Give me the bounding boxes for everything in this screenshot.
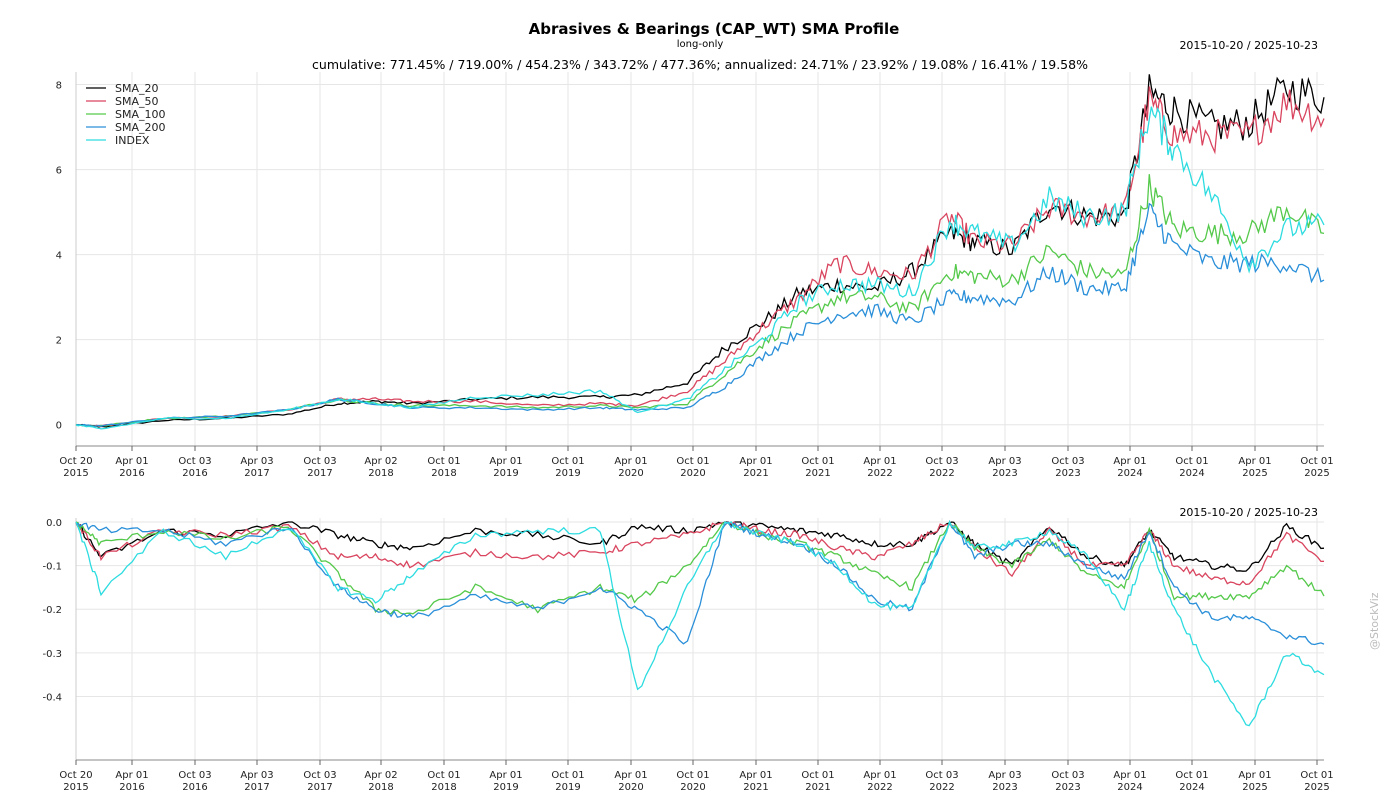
x-tick-label: Oct 01 2021 <box>801 770 834 793</box>
x-tick-label: Oct 03 2016 <box>178 770 211 793</box>
legend-entry: INDEX <box>115 134 150 147</box>
x-tick-label: Oct 03 2023 <box>1051 456 1084 479</box>
performance-stats: cumulative: 771.45% / 719.00% / 454.23% … <box>312 57 1088 72</box>
series-line-sma-100 <box>75 174 1325 427</box>
x-tick-label: Apr 03 2023 <box>988 456 1021 479</box>
x-tick-label: Oct 03 2023 <box>1051 770 1084 793</box>
x-tick-label: Apr 01 2025 <box>1238 456 1271 479</box>
x-tick-label: Oct 01 2018 <box>427 456 460 479</box>
y-tick-label: 4 <box>56 251 62 262</box>
y-tick-label: -0.1 <box>42 562 62 573</box>
y-tick-label: -0.2 <box>42 605 62 616</box>
x-tick-label: Apr 01 2021 <box>739 456 772 479</box>
y-tick-label: -0.4 <box>42 692 62 703</box>
cumulative-returns-plot: 0 2 4 6 8 Oct 20 2015 Apr 01 2016 Oct 03 2016 Apr 0… <box>56 72 1334 479</box>
series-line-sma-100 <box>75 520 1325 615</box>
x-tick-label: Apr 01 2020 <box>614 770 647 793</box>
x-tick-label: Apr 03 2017 <box>240 456 273 479</box>
series-line-sma-50 <box>75 86 1325 428</box>
date-range-bottom: 2015-10-20 / 2025-10-23 <box>1179 506 1318 519</box>
x-tick-label: Apr 01 2021 <box>739 770 772 793</box>
legend-entry: SMA_20 <box>115 82 159 95</box>
series-line-index <box>75 106 1325 430</box>
y-tick-label: 0.0 <box>46 518 62 529</box>
x-tick-label: Apr 01 2022 <box>863 770 896 793</box>
chart-title: Abrasives & Bearings (CAP_WT) SMA Profil… <box>528 20 900 38</box>
x-tick-label: Apr 01 2024 <box>1113 456 1146 479</box>
series-line-sma-200 <box>75 520 1325 646</box>
x-tick-label: Apr 01 2019 <box>489 770 522 793</box>
x-tick-label: Apr 01 2024 <box>1113 770 1146 793</box>
x-tick-label: Oct 03 2017 <box>303 456 336 479</box>
x-tick-label: Apr 01 2016 <box>115 456 148 479</box>
y-tick-label: 2 <box>56 336 62 347</box>
series-line-index <box>75 520 1325 727</box>
x-tick-label: Oct 01 2024 <box>1175 456 1208 479</box>
x-tick-label: Apr 01 2016 <box>115 770 148 793</box>
y-tick-label: 0 <box>56 421 62 432</box>
x-tick-label: Apr 03 2023 <box>988 770 1021 793</box>
legend-entry: SMA_50 <box>115 95 159 108</box>
x-tick-label: Apr 01 2025 <box>1238 770 1271 793</box>
x-tick-label: Oct 03 2022 <box>925 770 958 793</box>
x-tick-label: Apr 02 2018 <box>364 456 397 479</box>
y-tick-label: -0.3 <box>42 649 62 660</box>
x-tick-label: Oct 20 2015 <box>59 456 92 479</box>
x-tick-label: Oct 01 2018 <box>427 770 460 793</box>
x-tick-label: Oct 01 2021 <box>801 456 834 479</box>
x-tick-label: Oct 01 2025 <box>1300 456 1333 479</box>
x-tick-label: Apr 03 2017 <box>240 770 273 793</box>
x-tick-label: Oct 03 2016 <box>178 456 211 479</box>
x-tick-label: Apr 01 2020 <box>614 456 647 479</box>
series-line-sma-200 <box>75 202 1325 427</box>
x-tick-label: Oct 01 2019 <box>551 456 584 479</box>
x-tick-label: Oct 01 2025 <box>1300 770 1333 793</box>
x-tick-label: Oct 01 2024 <box>1175 770 1208 793</box>
legend-entry: SMA_100 <box>115 108 166 121</box>
date-range-top: 2015-10-20 / 2025-10-23 <box>1179 39 1318 52</box>
y-tick-label: 8 <box>56 81 62 92</box>
x-tick-label: Apr 02 2018 <box>364 770 397 793</box>
x-tick-label: Oct 03 2022 <box>925 456 958 479</box>
x-tick-label: Oct 01 2019 <box>551 770 584 793</box>
legend-entry: SMA_200 <box>115 121 166 134</box>
x-tick-label: Oct 01 2020 <box>676 770 709 793</box>
drawdown-plot: 0.0 -0.1 -0.2 -0.3 -0.4 Oct 20 2015 Apr 01 2016 O… <box>42 518 1334 793</box>
chart-subtitle: long-only <box>676 39 724 50</box>
x-tick-label: Apr 01 2019 <box>489 456 522 479</box>
x-tick-label: Apr 01 2022 <box>863 456 896 479</box>
x-tick-label: Oct 01 2020 <box>676 456 709 479</box>
x-tick-label: Oct 03 2017 <box>303 770 336 793</box>
y-tick-label: 6 <box>56 166 62 177</box>
x-tick-label: Oct 20 2015 <box>59 770 92 793</box>
